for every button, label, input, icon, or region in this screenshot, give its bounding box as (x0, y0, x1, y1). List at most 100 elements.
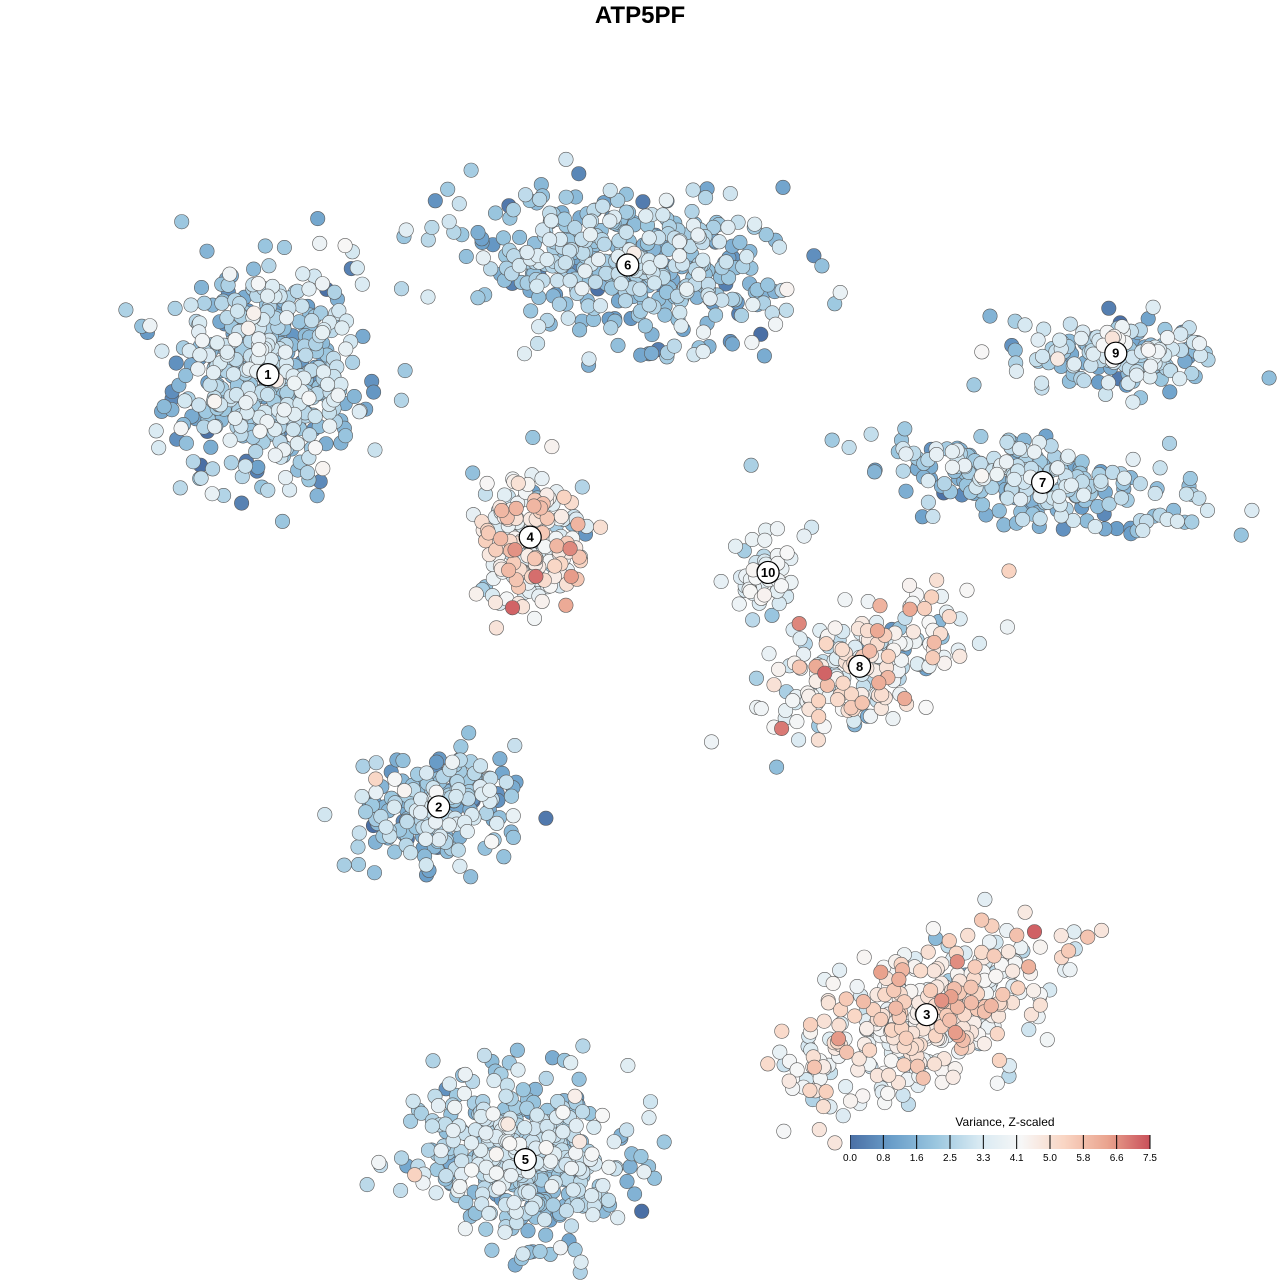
data-point (708, 307, 724, 323)
svg-text:1: 1 (264, 367, 271, 382)
data-point (745, 612, 761, 628)
data-point (468, 586, 484, 602)
svg-text:10: 10 (761, 565, 775, 580)
data-point (881, 1067, 897, 1083)
data-point (873, 1011, 889, 1027)
data-point (529, 1107, 545, 1123)
data-point (366, 384, 382, 400)
data-point (1032, 511, 1048, 527)
data-point (1125, 451, 1141, 467)
data-point (498, 774, 514, 790)
data-point (595, 1178, 611, 1194)
data-point (238, 395, 254, 411)
data-point (368, 755, 384, 771)
data-point (1076, 487, 1092, 503)
data-point (505, 808, 521, 824)
data-point (898, 446, 914, 462)
data-point (835, 675, 851, 691)
data-point (816, 1013, 832, 1029)
data-point (470, 290, 486, 306)
data-point (552, 1240, 568, 1256)
data-point (480, 525, 496, 541)
data-point (346, 388, 362, 404)
data-point (603, 320, 619, 336)
data-point (684, 204, 700, 220)
data-point (558, 189, 574, 205)
data-point (354, 788, 370, 804)
data-point (778, 302, 794, 318)
data-point (148, 423, 164, 439)
data-point (326, 284, 342, 300)
data-point (563, 568, 579, 584)
data-point (337, 238, 353, 254)
data-point (366, 865, 382, 881)
data-point (577, 263, 593, 279)
data-point (1062, 962, 1078, 978)
data-point (1062, 316, 1078, 332)
data-point (456, 1086, 472, 1102)
data-point (711, 234, 727, 250)
data-point (967, 959, 983, 975)
data-point (565, 1182, 581, 1198)
data-point (1050, 460, 1066, 476)
data-point (185, 454, 201, 470)
data-point (925, 508, 941, 524)
data-point (690, 227, 706, 243)
data-point (918, 699, 934, 715)
legend-tick-label: 6.6 (1109, 1153, 1124, 1164)
data-point (508, 500, 524, 516)
data-point (1073, 330, 1089, 346)
data-point (802, 1082, 818, 1098)
data-point (207, 419, 223, 435)
data-point (183, 297, 199, 313)
data-point (880, 1085, 896, 1101)
data-point (897, 691, 913, 707)
data-point (227, 410, 243, 426)
data-point (832, 962, 848, 978)
data-point (478, 1221, 494, 1237)
data-point (733, 307, 749, 323)
data-point (501, 562, 517, 578)
cluster-label-4: 4 (518, 525, 542, 549)
data-point (267, 447, 283, 463)
data-point (713, 573, 729, 589)
data-point (941, 933, 957, 949)
cluster-labels-layer: 1 2 3 4 5 6 7 8 9 10 (256, 253, 1128, 1172)
data-point (758, 227, 774, 243)
data-point (1017, 317, 1033, 333)
data-point (976, 1036, 992, 1052)
data-point (995, 986, 1011, 1002)
data-point (1101, 300, 1117, 316)
data-point (534, 593, 550, 609)
legend-tick-label: 7.5 (1143, 1153, 1157, 1164)
data-point (602, 182, 618, 198)
data-point (771, 661, 787, 677)
data-point (556, 489, 572, 505)
data-point (517, 1120, 533, 1136)
data-point (996, 517, 1012, 533)
cluster-label-8: 8 (847, 654, 872, 678)
data-point (1032, 939, 1048, 955)
data-point (549, 538, 565, 554)
data-point (489, 815, 505, 831)
data-point (393, 1183, 409, 1199)
data-point (1169, 513, 1185, 529)
data-point (538, 1070, 554, 1086)
data-point (1145, 299, 1161, 315)
data-point (942, 1012, 958, 1028)
data-point (791, 659, 807, 675)
data-point (1061, 943, 1077, 959)
legend-tick-label: 3.3 (976, 1153, 991, 1164)
data-point (463, 162, 479, 178)
data-point (502, 1136, 518, 1152)
data-point (571, 1071, 587, 1087)
data-point (407, 1167, 423, 1183)
data-point (866, 464, 882, 480)
data-point (301, 390, 317, 406)
data-point (419, 765, 435, 781)
data-point (855, 994, 871, 1010)
data-point (486, 1073, 502, 1089)
data-point (745, 296, 761, 312)
data-point (368, 771, 384, 787)
color-legend: Variance, Z-scaled 0.0 0.8 1.6 2.5 3.3 4.1 5.0… (840, 1112, 1170, 1172)
